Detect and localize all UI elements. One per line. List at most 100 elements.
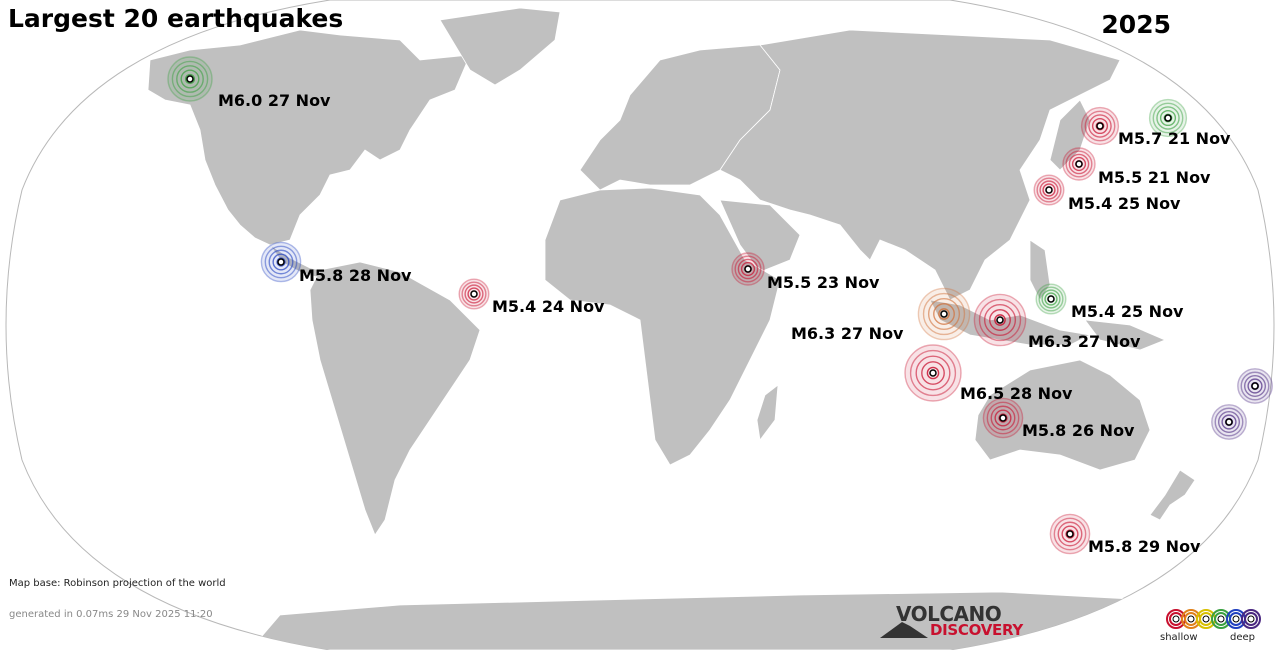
legend-ring xyxy=(1232,615,1240,623)
marker-ring xyxy=(1061,525,1079,543)
earthquake-label: M5.5 21 Nov xyxy=(1098,168,1211,187)
landmass-new-guinea xyxy=(1084,319,1167,351)
marker-epicenter xyxy=(1096,122,1104,130)
legend-ring xyxy=(1217,615,1225,623)
earthquake-marker[interactable] xyxy=(982,397,1024,439)
earthquake-marker[interactable] xyxy=(1033,174,1065,206)
marker-ring xyxy=(1247,378,1263,394)
marker-ring xyxy=(276,257,286,267)
landmass-asia xyxy=(719,29,1121,301)
earthquake-marker[interactable] xyxy=(1080,106,1120,146)
depth-legend: shallow deep xyxy=(1160,608,1270,648)
marker-epicenter xyxy=(999,414,1007,422)
legend-deep-label: deep xyxy=(1230,632,1255,643)
marker-ring xyxy=(176,65,204,93)
earthquake-marker[interactable] xyxy=(458,278,490,310)
marker-ring xyxy=(983,303,1017,337)
landmass-new-zealand xyxy=(1149,469,1196,521)
marker-ring xyxy=(921,361,945,385)
marker-ring xyxy=(1057,521,1083,547)
marker-ring xyxy=(171,60,209,98)
landmass-arabia xyxy=(719,199,801,273)
marker-ring xyxy=(737,258,759,280)
earthquake-label: M5.4 25 Nov xyxy=(1071,302,1184,321)
landmass-australia xyxy=(974,359,1151,471)
legend-shallow-label: shallow xyxy=(1160,632,1198,643)
volcano-discovery-logo[interactable]: VOLCANO DISCOVERY xyxy=(880,602,1040,642)
marker-ring xyxy=(1221,414,1237,430)
marker-ring xyxy=(1071,156,1087,172)
marker-ring xyxy=(1156,106,1180,130)
depth-legend-rings xyxy=(1166,609,1261,629)
marker-epicenter xyxy=(1225,418,1233,426)
earthquake-label: M6.3 27 Nov xyxy=(791,324,904,343)
marker-ring xyxy=(1065,150,1093,178)
marker-ring xyxy=(938,308,950,320)
generated-timestamp: generated in 0.07ms 29 Nov 2025 11:20 xyxy=(9,609,213,620)
marker-ring xyxy=(184,73,196,85)
marker-ring xyxy=(740,261,756,277)
earthquake-marker[interactable] xyxy=(1049,513,1091,555)
marker-ring xyxy=(464,284,484,304)
marker-ring xyxy=(1053,517,1087,551)
marker-ring xyxy=(1065,529,1075,539)
earthquake-marker[interactable] xyxy=(904,344,962,402)
earthquake-marker[interactable] xyxy=(917,287,971,341)
marker-ring xyxy=(1039,180,1059,200)
marker-ring xyxy=(1042,183,1056,197)
earthquake-label: M5.4 24 Nov xyxy=(492,297,605,316)
earthquake-marker[interactable] xyxy=(1148,98,1188,138)
brand-line2: DISCOVERY xyxy=(930,621,1023,639)
volcano-icon xyxy=(880,622,928,638)
earthquake-label: M5.8 29 Nov xyxy=(1088,537,1201,556)
marker-ring xyxy=(927,297,961,331)
marker-ring xyxy=(1088,114,1112,138)
marker-ring xyxy=(986,401,1020,435)
marker-ring xyxy=(994,409,1012,427)
brand-line1: VOLCANO xyxy=(896,602,1002,626)
legend-ring xyxy=(1241,609,1261,629)
earthquake-label: M5.5 23 Nov xyxy=(767,273,880,292)
marker-ring xyxy=(909,349,957,397)
marker-ring xyxy=(994,314,1006,326)
marker-epicenter xyxy=(744,265,752,273)
marker-epicenter xyxy=(1251,382,1259,390)
landmass-africa xyxy=(544,187,781,466)
marker-epicenter xyxy=(186,75,194,83)
marker-epicenter xyxy=(940,310,948,318)
earthquake-label: M6.3 27 Nov xyxy=(1028,332,1141,351)
landmass-japan xyxy=(1049,99,1091,171)
map-credit: Map base: Robinson projection of the wor… xyxy=(9,578,226,589)
marker-ring xyxy=(1159,109,1177,127)
earthquake-label: M5.8 26 Nov xyxy=(1022,421,1135,440)
marker-epicenter xyxy=(470,290,478,298)
marker-ring xyxy=(264,245,298,279)
earthquake-marker[interactable] xyxy=(1211,404,1247,440)
earthquake-marker[interactable] xyxy=(167,56,213,102)
marker-ring xyxy=(461,281,487,307)
marker-ring xyxy=(915,355,951,391)
marker-ring xyxy=(734,255,762,283)
earthquake-marker[interactable] xyxy=(1062,147,1096,181)
marker-ring xyxy=(922,292,966,336)
marker-ring xyxy=(1041,289,1061,309)
legend-ring xyxy=(1187,615,1195,623)
marker-ring xyxy=(1084,110,1116,142)
marker-ring xyxy=(926,366,940,380)
earthquake-marker[interactable] xyxy=(731,252,765,286)
earthquake-marker[interactable] xyxy=(973,293,1027,347)
marker-ring xyxy=(1044,292,1058,306)
marker-epicenter xyxy=(1047,295,1055,303)
marker-ring xyxy=(1152,102,1184,134)
earthquake-marker[interactable] xyxy=(260,241,302,283)
earthquake-marker[interactable] xyxy=(1035,283,1067,315)
marker-ring xyxy=(990,405,1016,431)
marker-ring xyxy=(1091,117,1109,135)
legend-ring xyxy=(1202,615,1210,623)
earthquake-label: M5.8 28 Nov xyxy=(299,266,412,285)
earthquake-marker[interactable] xyxy=(1237,368,1273,404)
earthquake-label: M6.0 27 Nov xyxy=(218,91,331,110)
marker-epicenter xyxy=(1075,160,1083,168)
marker-ring xyxy=(180,69,200,89)
